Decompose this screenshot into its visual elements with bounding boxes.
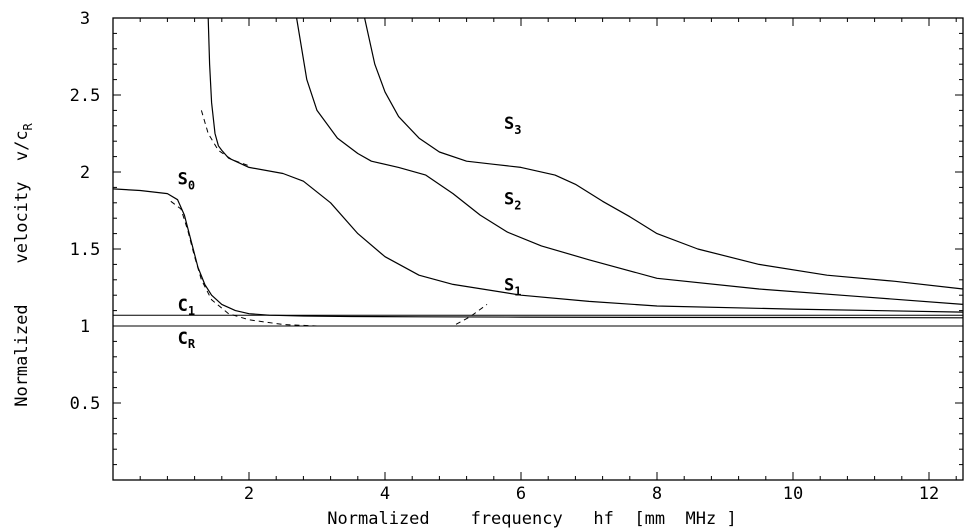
dispersion-curves (112, 17, 964, 327)
x-tick-label: 12 (919, 484, 939, 504)
dashed-curve (170, 200, 488, 327)
y-tick-label: 2 (80, 163, 90, 183)
x-tick-label: 8 (652, 484, 662, 504)
y-tick-label: 3 (80, 9, 90, 29)
reference-line-label: C1 (178, 296, 195, 318)
plot-border (112, 17, 964, 481)
curve-label-s3: S3 (504, 114, 521, 137)
y-axis-title: Normalized velocity v/cR (12, 122, 35, 406)
reference-line-label: CR (178, 329, 196, 351)
y-axis-title-sub: R (21, 122, 35, 130)
mode-curve-s2 (296, 17, 964, 305)
x-tick-label: 10 (783, 484, 803, 504)
plot-frame (112, 17, 964, 481)
x-axis-title: Normalized frequency hf [mm MHz ] (327, 509, 736, 529)
y-axis-title-main: Normalized velocity v/c (12, 130, 32, 406)
axis-ticks: 2 4 6 8 10 12 0.5 1 1.5 2 2.5 3 (70, 9, 963, 504)
curve-label-s1: S1 (504, 276, 521, 299)
mode-curve-s0 (112, 188, 964, 319)
y-tick-label: 0.5 (70, 394, 101, 414)
x-tick-label: 4 (380, 484, 390, 504)
dashed-curve (200, 110, 250, 167)
mode-curve-s3 (364, 17, 964, 290)
y-tick-label: 1 (80, 317, 90, 337)
x-tick-label: 2 (244, 484, 254, 504)
y-tick-label: 2.5 (70, 86, 101, 106)
reference-lines: C1 CR (113, 296, 963, 351)
y-tick-label: 1.5 (70, 240, 101, 260)
curve-label-s0: S0 (178, 169, 195, 192)
curve-label-s2: S2 (504, 189, 521, 212)
x-tick-label: 6 (516, 484, 526, 504)
mode-curve-s1 (207, 17, 964, 313)
svg-text:Normalized velocity v/cR: Normalized velocity v/cR (12, 122, 35, 406)
